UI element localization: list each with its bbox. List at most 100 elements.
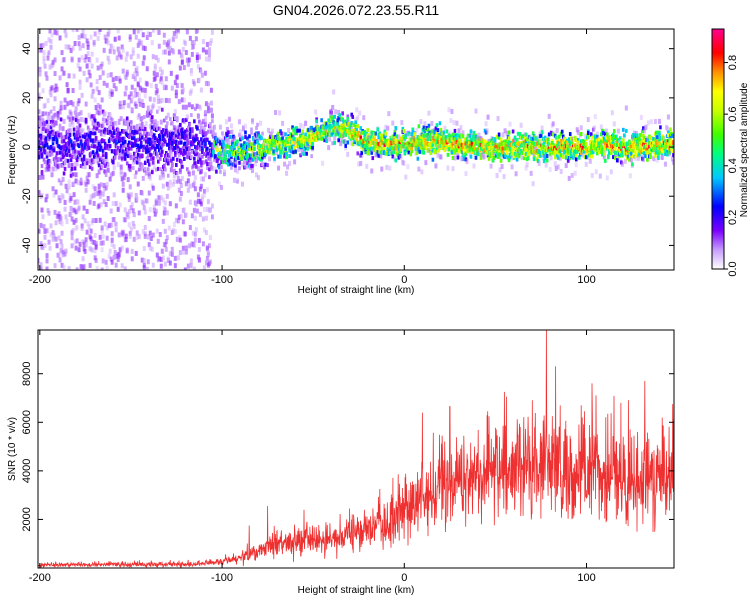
- heatmap-cell: [456, 133, 460, 138]
- heatmap-cell: [536, 153, 540, 158]
- heatmap-cell: [77, 205, 81, 211]
- heatmap-cell: [101, 109, 105, 114]
- heatmap-cell: [53, 263, 57, 269]
- heatmap-cell: [191, 230, 195, 236]
- heatmap-cell: [172, 173, 176, 179]
- heatmap-cell: [202, 192, 206, 198]
- heatmap-cell: [203, 117, 207, 123]
- heatmap-cell: [583, 144, 587, 149]
- heatmap-cell: [147, 216, 151, 222]
- heatmap-cell: [408, 134, 412, 140]
- heatmap-cell: [132, 71, 136, 77]
- heatmap-cell: [115, 150, 119, 156]
- heatmap-cell: [497, 135, 501, 140]
- heatmap-cell: [185, 29, 189, 35]
- heatmap-cell: [227, 162, 230, 167]
- heatmap-cell: [49, 119, 53, 124]
- heatmap-cell: [60, 66, 64, 72]
- heatmap-cell: [72, 207, 76, 213]
- heatmap-cell: [643, 151, 646, 156]
- heatmap-cell: [169, 167, 173, 173]
- spectrogram-frame: [37, 28, 675, 271]
- heatmap-cell: [658, 132, 661, 137]
- heatmap-cell: [83, 145, 87, 150]
- heatmap-cell: [160, 80, 164, 86]
- heatmap-cell: [85, 38, 89, 44]
- heatmap-cell: [91, 138, 95, 143]
- heatmap-cell: [194, 106, 197, 111]
- heatmap-cell: [145, 131, 149, 136]
- heatmap-cell: [54, 220, 58, 226]
- heatmap-cell: [638, 148, 641, 153]
- heatmap-cell: [396, 152, 400, 157]
- heatmap-cell: [89, 138, 93, 143]
- heatmap-cell: [340, 123, 343, 128]
- heatmap-cell: [122, 136, 126, 142]
- heatmap-cell: [255, 125, 258, 130]
- heatmap-cell: [143, 127, 147, 132]
- heatmap-cell: [189, 131, 192, 136]
- heatmap-cell: [49, 44, 53, 50]
- heatmap-cell: [174, 93, 178, 99]
- heatmap-cell: [185, 143, 189, 149]
- heatmap-cell: [51, 141, 55, 146]
- heatmap-cell: [186, 146, 189, 151]
- heatmap-cell: [57, 163, 61, 169]
- heatmap-cell: [589, 132, 593, 137]
- heatmap-cell: [115, 55, 119, 61]
- heatmap-cell: [395, 138, 399, 143]
- heatmap-cell: [282, 150, 285, 155]
- heatmap-cell: [105, 37, 109, 43]
- heatmap-cell: [166, 161, 170, 166]
- heatmap-cell: [117, 46, 121, 52]
- heatmap-cell: [196, 152, 199, 157]
- heatmap-cell: [336, 121, 339, 126]
- heatmap-cell: [420, 142, 424, 147]
- heatmap-cell: [274, 109, 278, 115]
- heatmap-cell: [159, 76, 163, 82]
- heatmap-cell: [43, 63, 47, 69]
- heatmap-cell: [132, 236, 136, 242]
- heatmap-cell: [64, 141, 68, 146]
- heatmap-cell: [613, 142, 616, 147]
- heatmap-cell: [308, 134, 311, 139]
- heatmap-cell: [279, 129, 282, 134]
- heatmap-cell: [213, 157, 216, 162]
- heatmap-cell: [167, 50, 171, 56]
- heatmap-cell: [238, 129, 242, 135]
- heatmap-cell: [584, 155, 588, 160]
- heatmap-cell: [532, 157, 536, 162]
- heatmap-cell: [417, 124, 421, 129]
- heatmap-cell: [155, 121, 159, 127]
- heatmap-cell: [428, 130, 432, 135]
- heatmap-cell: [98, 234, 102, 240]
- heatmap-cell: [38, 92, 41, 98]
- heatmap-cell: [95, 86, 99, 92]
- heatmap-cell: [461, 134, 465, 139]
- heatmap-cell: [131, 155, 135, 160]
- heatmap-cell: [161, 49, 165, 55]
- heatmap-cell: [77, 57, 81, 63]
- heatmap-cell: [227, 116, 231, 122]
- heatmap-cell: [251, 157, 254, 162]
- heatmap-cell: [356, 151, 360, 156]
- heatmap-cell: [105, 158, 109, 164]
- heatmap-cell: [470, 143, 474, 148]
- heatmap-cell: [128, 34, 132, 40]
- heatmap-cell: [203, 172, 207, 178]
- heatmap-cell: [108, 125, 112, 130]
- heatmap-cell: [187, 57, 191, 63]
- heatmap-cell: [177, 49, 181, 55]
- heatmap-cell: [128, 233, 132, 239]
- heatmap-cell: [123, 142, 127, 148]
- heatmap-cell: [179, 147, 183, 153]
- heatmap-cell: [210, 166, 214, 172]
- heatmap-cell: [99, 182, 103, 188]
- heatmap-cell: [654, 145, 657, 150]
- heatmap-cell: [147, 190, 151, 196]
- heatmap-cell: [127, 197, 131, 203]
- heatmap-cell: [320, 118, 323, 123]
- heatmap-cell: [210, 126, 214, 132]
- heatmap-cell: [553, 161, 557, 167]
- heatmap-cell: [97, 129, 101, 134]
